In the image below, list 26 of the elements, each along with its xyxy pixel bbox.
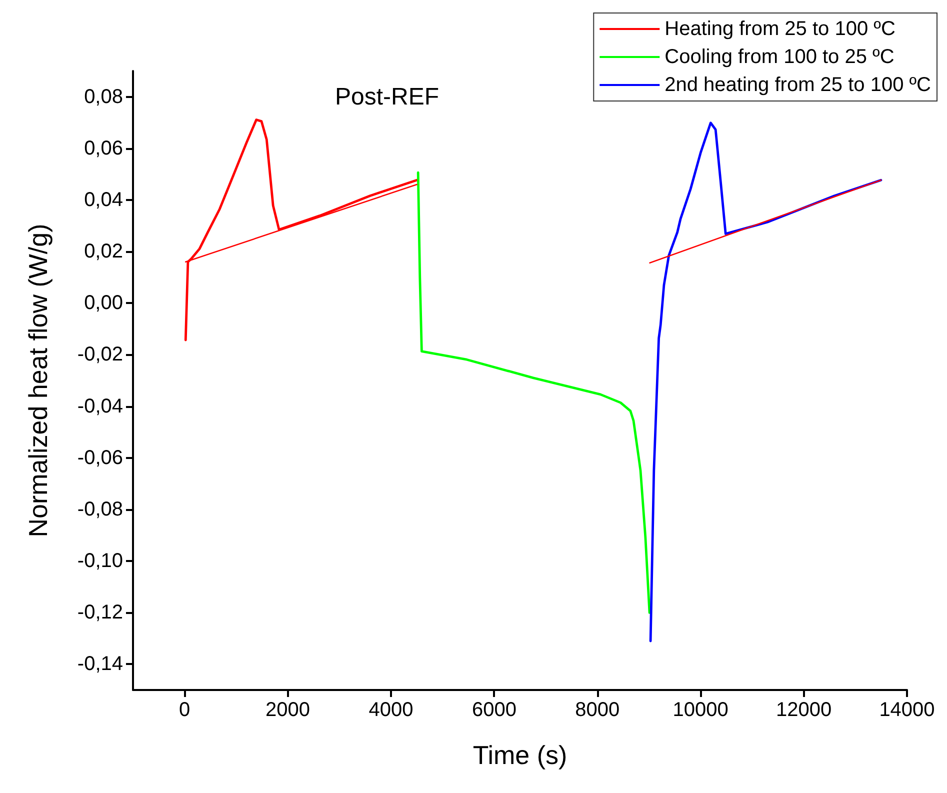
x-tick-label: 14000 [879,699,935,721]
y-tick-label: -0,12 [77,602,123,624]
y-tick-label: 0,08 [84,86,123,108]
y-tick-label: -0,08 [77,498,123,520]
y-tick-label: -0,02 [77,344,123,366]
text: Post-REF [335,84,440,110]
y-tick-label: 0,04 [84,188,123,211]
x-tick-label: 12000 [776,699,832,721]
y-tick-label: -0,06 [77,446,123,469]
y-tick-label: -0,14 [77,653,123,676]
y-axis-title: Normalized heat flow (W/g) [23,224,53,538]
x-tick-label: 10000 [672,699,728,721]
x-tick-label: 4000 [368,699,414,721]
x-tick-label: 2000 [266,699,310,721]
legend-label: Heating from 25 to 100 ºC [664,18,896,40]
y-tick-label: -0,04 [77,395,123,418]
x-tick-label: 8000 [575,699,620,721]
legend-label: Cooling from 100 to 25 ºC [664,46,894,68]
x-axis-title: Time (s) [472,740,568,770]
x-tick-label: 0 [179,699,190,721]
x-tick-label: 6000 [472,699,516,721]
y-tick-label: 0,00 [84,292,123,314]
y-tick-label: -0,10 [77,550,123,572]
y-tick-label: 0,02 [84,240,123,263]
legend-label: 2nd heating from 25 to 100 ºC [664,74,932,96]
y-tick-label: 0,06 [84,137,123,160]
